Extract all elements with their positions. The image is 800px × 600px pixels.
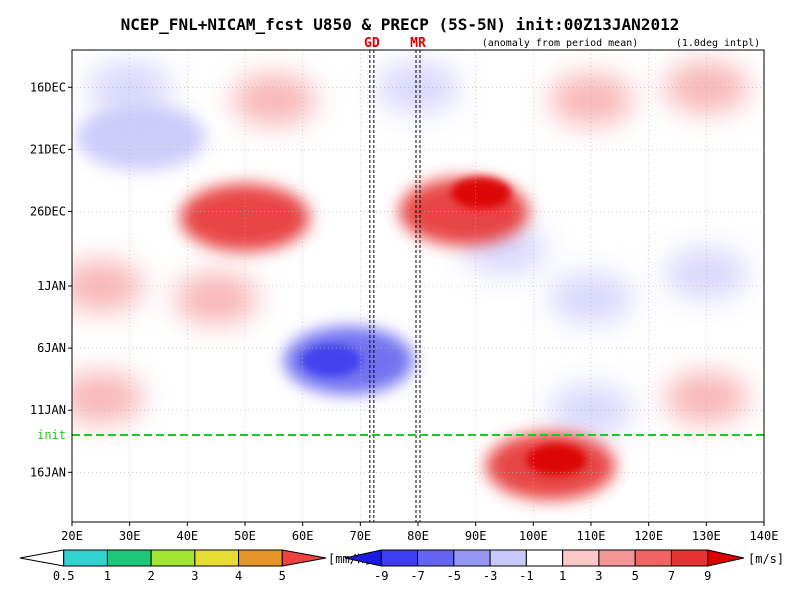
wind-colorbar-swatch bbox=[417, 549, 455, 567]
wind-colorbar-label: 9 bbox=[704, 569, 711, 583]
anomaly-background-cell bbox=[174, 272, 259, 325]
wind-colorbar-swatch bbox=[634, 549, 672, 567]
x-tick-label: 140E bbox=[750, 529, 779, 543]
wind-colorbar-swatch bbox=[598, 549, 636, 567]
y-tick-label: 6JAN bbox=[37, 341, 66, 355]
anomaly-background-cell bbox=[72, 260, 143, 312]
anomaly-background-cell bbox=[376, 61, 460, 114]
y-tick-label: 21DEC bbox=[30, 142, 66, 156]
wind-colorbar-label: -5 bbox=[447, 569, 461, 583]
chart-subtitle-right: (1.0deg intpl) bbox=[676, 38, 760, 49]
anomaly-background-cell bbox=[87, 61, 172, 114]
anomaly-background bbox=[72, 61, 749, 437]
anomaly-background-cell bbox=[664, 371, 749, 424]
x-tick-label: 50E bbox=[234, 529, 256, 543]
anomaly-region-westerly-west bbox=[180, 183, 310, 252]
precip-colorbar-label: 1 bbox=[104, 569, 111, 583]
chart-subtitle-left: (anomaly from period mean) bbox=[482, 38, 639, 49]
longitude-markers bbox=[369, 50, 421, 522]
gridlines bbox=[72, 50, 764, 522]
x-tick-label: 110E bbox=[577, 529, 606, 543]
wind-colorbar-swatch bbox=[380, 549, 419, 567]
anomaly-region-easterly-early bbox=[76, 102, 207, 171]
wind-colorbar-label: 1 bbox=[559, 569, 566, 583]
wind-colorbar-label: -7 bbox=[410, 569, 424, 583]
wind-colorbar-label: -1 bbox=[519, 569, 533, 583]
precip-colorbar-swatch bbox=[63, 549, 108, 567]
precip-colorbar-label: 3 bbox=[191, 569, 198, 583]
anomaly-background-cell bbox=[72, 371, 143, 424]
y-axis: 16DEC 21DEC 26DEC 1JAN 6JAN 11JAN 16JAN bbox=[30, 80, 72, 479]
wind-colorbar: -9 -7 -5 -3 -1 1 3 5 7 9 [m/s] bbox=[344, 549, 784, 583]
anomaly-region-westerly-east-core bbox=[451, 176, 512, 209]
y-tick-label: 1JAN bbox=[37, 279, 66, 293]
chart-title: NCEP_FNL+NICAM_fcst U850 & PRECP (5S-5N)… bbox=[121, 15, 680, 34]
x-tick-label: 60E bbox=[292, 529, 314, 543]
wind-colorbar-swatch bbox=[525, 549, 564, 567]
anomaly-background-cell bbox=[231, 73, 316, 126]
x-tick-label: 80E bbox=[407, 529, 429, 543]
precip-colorbar-swatch bbox=[238, 549, 283, 567]
init-label: init bbox=[37, 428, 66, 442]
precip-colorbar-label: 4 bbox=[235, 569, 242, 583]
wind-colorbar-unit: [m/s] bbox=[748, 552, 784, 566]
wind-colorbar-label: 7 bbox=[668, 569, 675, 583]
x-tick-label: 70E bbox=[349, 529, 371, 543]
init-label-group: init bbox=[37, 428, 66, 442]
anomaly-background-cell bbox=[664, 247, 749, 300]
x-tick-label: 130E bbox=[692, 529, 721, 543]
wind-colorbar-swatch bbox=[453, 549, 491, 567]
wind-colorbar-label: -9 bbox=[374, 569, 388, 583]
wind-colorbar-swatch bbox=[670, 549, 709, 567]
y-tick-label: 11JAN bbox=[30, 403, 66, 417]
precip-colorbar-tip bbox=[19, 549, 65, 567]
wind-colorbar-swatch bbox=[707, 549, 745, 567]
y-tick-label: 16JAN bbox=[30, 465, 66, 479]
precip-colorbar-swatch bbox=[150, 549, 196, 567]
precip-colorbar-label: 2 bbox=[148, 569, 155, 583]
y-tick-label: 16DEC bbox=[30, 80, 66, 94]
y-tick-label: 26DEC bbox=[30, 204, 66, 218]
x-tick-label: 40E bbox=[176, 529, 198, 543]
precip-colorbar-swatch bbox=[194, 549, 240, 567]
anomaly-region-forecast-westerly-core bbox=[526, 443, 587, 476]
precip-colorbar-swatch bbox=[281, 549, 327, 567]
precip-colorbar-swatch bbox=[106, 549, 152, 567]
anomaly-region-easterly-core bbox=[301, 344, 362, 377]
precip-colorbar-label: 5 bbox=[279, 569, 286, 583]
x-tick-label: 120E bbox=[634, 529, 663, 543]
x-axis: 20E 30E 40E 50E 60E 70E 80E 90E 100E 110E 120E 130E… bbox=[61, 522, 778, 543]
plot-area bbox=[72, 50, 764, 522]
wind-colorbar-label: 5 bbox=[632, 569, 639, 583]
marker-label-gd: GD bbox=[364, 36, 380, 51]
x-tick-label: 90E bbox=[465, 529, 487, 543]
x-tick-label: 20E bbox=[61, 529, 83, 543]
precip-colorbar-label: 0.5 bbox=[53, 569, 75, 583]
wind-colorbar-swatch bbox=[562, 549, 600, 567]
anomaly-background-cell bbox=[549, 73, 633, 126]
marker-labels: GD MR bbox=[364, 36, 426, 51]
anomaly-background-cell bbox=[664, 61, 749, 114]
x-tick-label: 100E bbox=[519, 529, 548, 543]
wind-colorbar-swatch bbox=[489, 549, 527, 567]
wind-colorbar-label: 3 bbox=[595, 569, 602, 583]
wind-colorbar-label: -3 bbox=[483, 569, 497, 583]
marker-label-mr: MR bbox=[410, 36, 426, 51]
x-tick-label: 30E bbox=[119, 529, 141, 543]
